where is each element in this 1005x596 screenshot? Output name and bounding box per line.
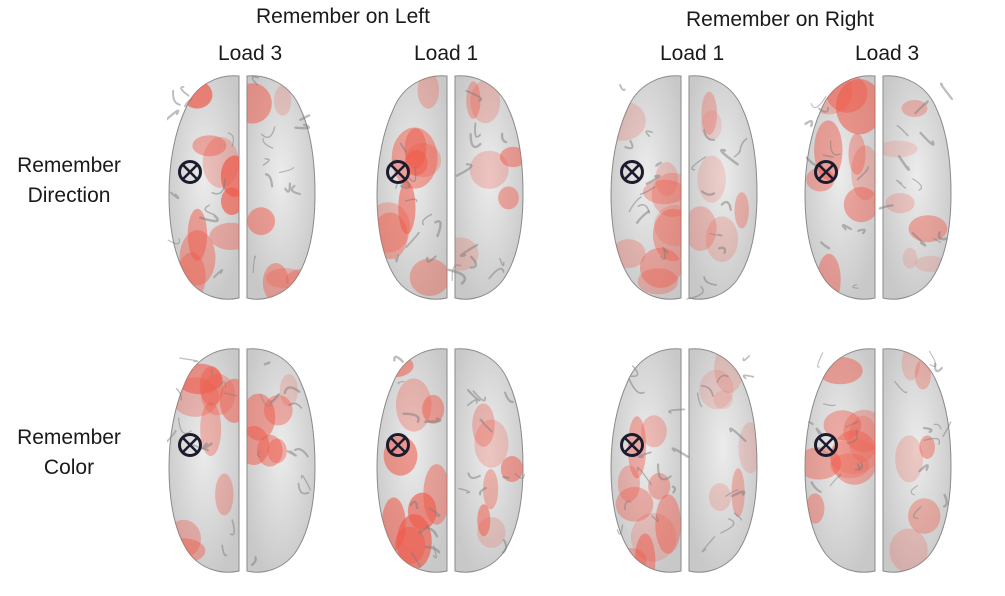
electrode-marker-icon <box>814 160 838 184</box>
column-label-right-load1: Load 1 <box>660 42 725 65</box>
brain-map-color-left-load3 <box>167 343 317 575</box>
row-label-direction: Remember Direction <box>0 151 144 211</box>
row-label-color-line1: Remember <box>17 426 121 449</box>
brain-map-color-right-load1 <box>609 343 759 575</box>
electrode-marker-icon <box>178 433 202 457</box>
brain-map-direction-right-load1 <box>609 70 759 302</box>
right-hemisphere <box>882 75 952 300</box>
row-label-color-line2: Color <box>43 456 95 479</box>
row-label-direction-line2: Direction <box>27 184 111 207</box>
brain-map-direction-left-load3 <box>167 70 317 302</box>
right-hemisphere <box>882 348 952 573</box>
left-hemisphere <box>168 75 240 300</box>
electrode-marker-icon <box>814 433 838 457</box>
left-hemisphere <box>610 348 682 573</box>
left-hemisphere <box>376 75 448 300</box>
brain-map-direction-left-load1 <box>375 70 525 302</box>
brain-map-color-left-load1 <box>375 343 525 575</box>
right-hemisphere <box>246 75 316 300</box>
electrode-marker-icon <box>386 160 410 184</box>
right-hemisphere <box>688 75 758 300</box>
left-hemisphere <box>376 348 448 573</box>
row-label-direction-line1: Remember <box>17 154 121 177</box>
electrode-marker-icon <box>386 433 410 457</box>
right-hemisphere <box>688 348 758 573</box>
electrode-marker-icon <box>620 433 644 457</box>
row-label-color: Remember Color <box>0 423 144 483</box>
column-label-left-load1: Load 1 <box>414 42 479 65</box>
group-label-left: Remember on Left <box>256 5 430 28</box>
column-label-right-load3: Load 3 <box>855 42 920 65</box>
left-hemisphere <box>804 75 876 300</box>
right-hemisphere <box>454 348 524 573</box>
right-hemisphere <box>246 348 316 573</box>
electrode-marker-icon <box>178 160 202 184</box>
group-label-right: Remember on Right <box>686 8 874 31</box>
column-label-left-load3: Load 3 <box>218 42 283 65</box>
right-hemisphere <box>454 75 524 300</box>
brain-map-color-right-load3 <box>803 343 953 575</box>
brain-map-direction-right-load3 <box>803 70 953 302</box>
left-hemisphere <box>804 348 876 573</box>
left-hemisphere <box>610 75 682 300</box>
left-hemisphere <box>168 348 240 573</box>
electrode-marker-icon <box>620 160 644 184</box>
